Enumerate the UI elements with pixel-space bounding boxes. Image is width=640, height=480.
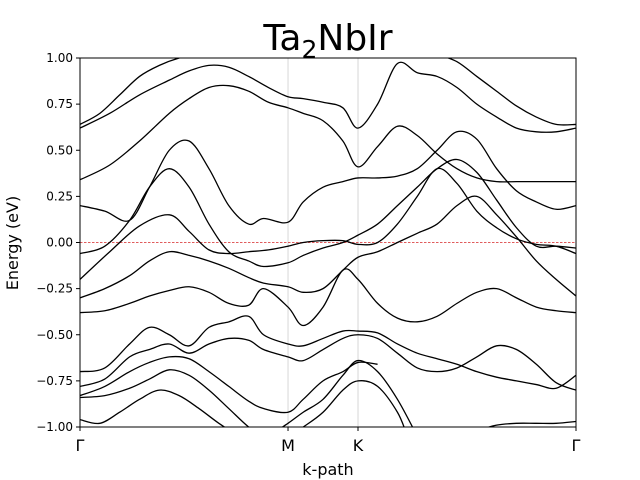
chart-title: Ta2NbIr	[262, 18, 392, 64]
band-line	[80, 58, 182, 125]
y-tick-label: 0.75	[46, 97, 73, 111]
kpoint-label: Γ	[572, 436, 581, 455]
band-line	[80, 167, 576, 280]
band-line	[281, 359, 414, 427]
y-axis-ticks: 1.00 0.75 0.50 0.25 0.00 −0.25 −0.50 −0.75 −1.00	[36, 51, 80, 434]
y-tick-label: −0.25	[36, 282, 73, 296]
band-line	[80, 315, 576, 390]
band-line	[80, 334, 576, 391]
band-line	[486, 420, 576, 427]
y-axis-title: Energy (eV)	[3, 196, 22, 290]
band-line	[80, 195, 576, 299]
y-tick-label: 1.00	[46, 51, 73, 65]
kpoint-label: Γ	[76, 436, 85, 455]
band-line	[80, 130, 576, 226]
chart-title-subscript: 2	[301, 35, 317, 64]
band-line	[80, 61, 576, 133]
y-tick-label: 0.50	[46, 143, 73, 157]
chart-title-rest: NbIr	[317, 18, 392, 59]
y-tick-label: −0.50	[36, 328, 73, 342]
y-tick-label: 0.25	[46, 189, 73, 203]
band-line	[446, 58, 576, 126]
y-tick-label: −1.00	[36, 420, 73, 434]
band-line	[80, 355, 378, 414]
band-line	[80, 84, 576, 183]
band-lines	[80, 58, 576, 427]
band-line	[302, 380, 405, 427]
x-axis-title: k-path	[302, 460, 353, 479]
band-line	[80, 158, 576, 268]
band-line	[80, 369, 250, 427]
y-tick-label: 0.00	[46, 236, 73, 250]
band-line	[80, 389, 226, 427]
y-tick-label: −0.75	[36, 374, 73, 388]
band-line	[80, 268, 576, 327]
chart-title-main: Ta	[262, 18, 301, 59]
kpoint-label: M	[281, 436, 295, 455]
kpoint-label: K	[353, 436, 364, 455]
